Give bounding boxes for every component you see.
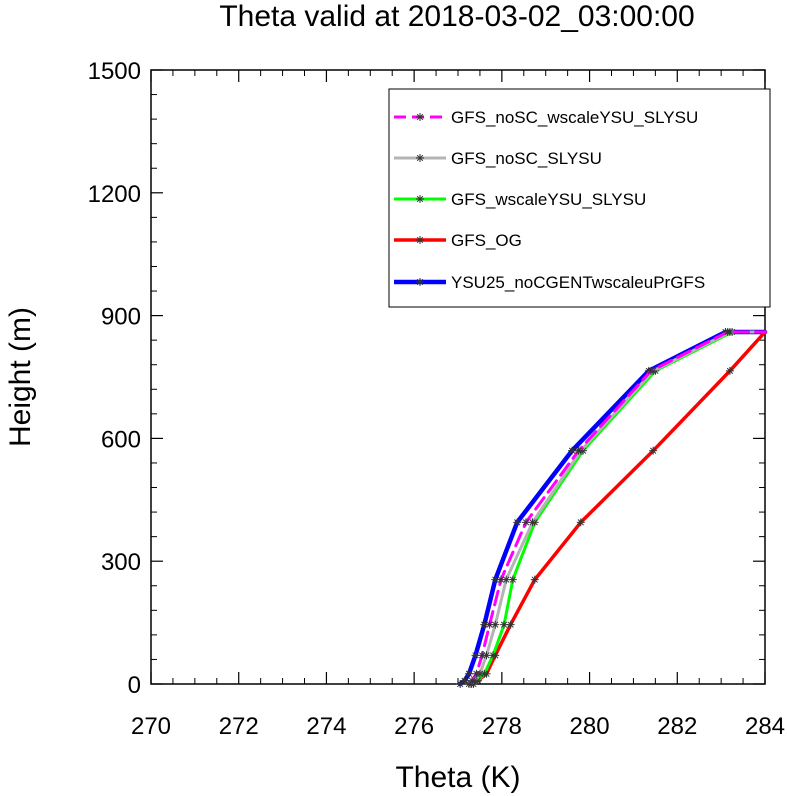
y-tick-label: 900: [101, 304, 141, 331]
legend-box: [388, 88, 771, 308]
series-1-marker: [646, 366, 655, 375]
y-tick-label: 1500: [88, 58, 141, 85]
series-1-marker: [468, 676, 477, 685]
x-tick-label: 272: [219, 713, 259, 740]
series-3-marker: [500, 620, 509, 629]
series-1-marker: [472, 669, 481, 678]
legend-marker-5: [416, 278, 424, 286]
x-tick-label: 278: [482, 713, 522, 740]
series-5-marker: [464, 669, 473, 678]
legend: GFS_noSC_wscaleYSU_SLYSU GFS_noSC_SLYSU GF…: [388, 88, 771, 308]
series-1-marker: [574, 446, 583, 455]
y-axis-label: Height (m): [4, 307, 37, 447]
series-1-marker: [496, 575, 505, 584]
series-1-marker: [521, 518, 530, 527]
series-4-marker: [725, 366, 734, 375]
series-4-marker: [576, 518, 585, 527]
y-tick-label: 600: [101, 426, 141, 453]
x-tick-label: 284: [745, 713, 785, 740]
series-line-1: [467, 330, 767, 686]
series-3-marker: [508, 575, 517, 584]
x-tick-label: 274: [306, 713, 346, 740]
series-line-4: [469, 330, 767, 686]
x-tick-label: 282: [657, 713, 697, 740]
x-tick-label: 270: [131, 713, 171, 740]
legend-label-5: YSU25_noCGENTwscaleuPrGFS: [451, 273, 705, 292]
series-2-marker: [502, 575, 511, 584]
series-5-marker: [460, 676, 469, 685]
x-tick-label: 280: [570, 713, 610, 740]
series-4-marker: [649, 446, 658, 455]
x-tick-label: 276: [394, 713, 434, 740]
legend-marker-1: [416, 113, 424, 121]
legend-marker-2: [416, 154, 424, 162]
series-lines: [456, 327, 768, 688]
series-1-marker: [478, 651, 487, 660]
series-5-marker: [456, 680, 465, 688]
series-line-2: [469, 330, 767, 686]
y-tick-label: 300: [101, 549, 141, 576]
legend-label-4: GFS_OG: [451, 231, 522, 250]
series-5-marker: [513, 518, 522, 527]
x-axis-label: Theta (K): [395, 761, 520, 794]
legend-label-3: GFS_wscaleYSU_SLYSU: [451, 190, 646, 209]
series-1-marker: [485, 620, 494, 629]
series-4-marker: [530, 575, 539, 584]
y-tick-label: 1200: [88, 181, 141, 208]
series-line-3: [471, 330, 767, 686]
legend-marker-3: [416, 195, 424, 203]
legend-label-1: GFS_noSC_wscaleYSU_SLYSU: [451, 108, 698, 127]
y-tick-label: 0: [128, 672, 141, 699]
series-3-marker: [489, 651, 498, 660]
legend-label-2: GFS_noSC_SLYSU: [451, 149, 602, 168]
legend-marker-4: [416, 236, 424, 244]
series-1-marker: [723, 327, 732, 336]
chart-title: Theta valid at 2018-03-02_03:00:00: [219, 0, 694, 33]
